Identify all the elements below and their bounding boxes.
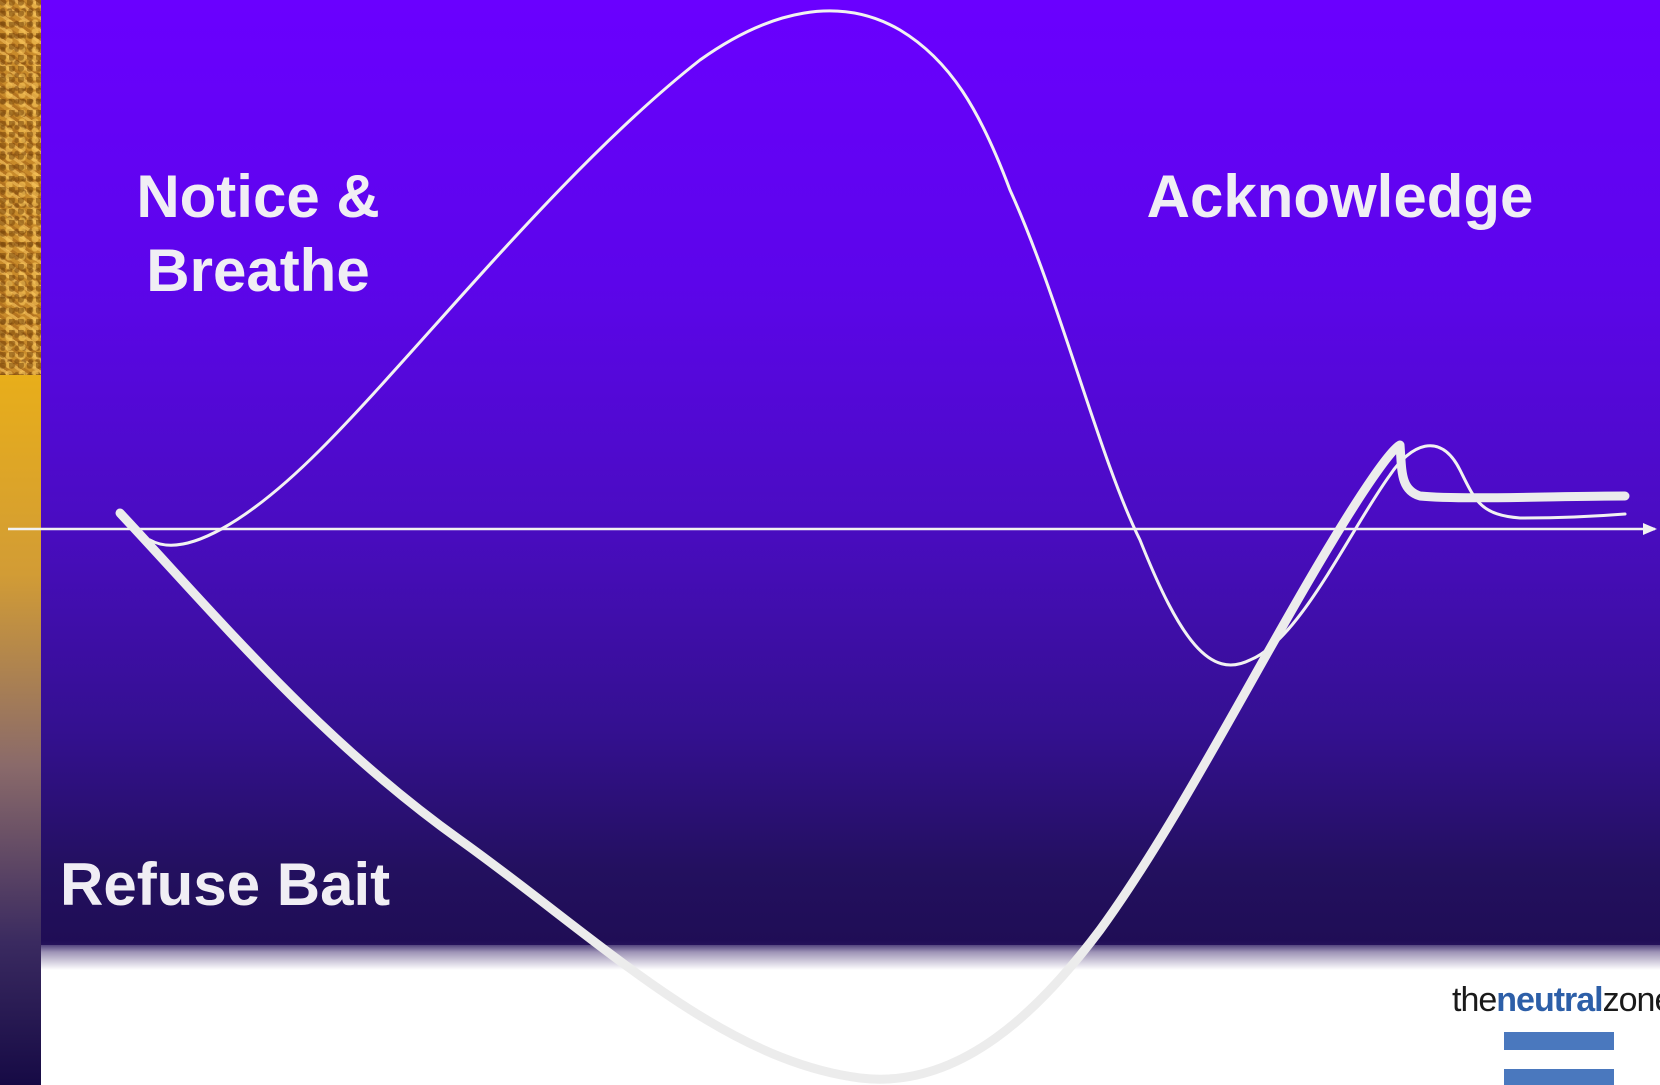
logo-highlight: neutral [1496,981,1603,1019]
thick-response-curve [115,440,1630,1084]
logo-prefix: the [1452,981,1497,1019]
notice-breathe-label: Notice & Breathe [136,163,380,304]
neutral-zone-logo: theneutralzone [1448,980,1660,1085]
logo-suffix: zone [1602,981,1660,1019]
acknowledge-label: Acknowledge [1146,163,1534,230]
panel-bottom-fade [41,940,1660,970]
logo-bar-bottom [1504,1069,1614,1085]
logo-bar-top [1504,1032,1614,1050]
textured-sidebar-strip [0,0,41,375]
logo-wordmark: theneutralzone [1452,980,1660,1020]
gradient-sidebar-strip [0,375,41,1085]
thin-response-curve [148,9,1627,667]
refuse-bait-label: Refuse Bait [60,851,391,918]
